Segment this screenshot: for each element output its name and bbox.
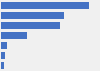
Bar [1,52,5,59]
Bar [1,42,7,49]
Bar [1,32,27,39]
Bar [1,22,60,29]
Bar [1,62,4,69]
Bar [1,2,88,9]
Bar [1,12,64,19]
